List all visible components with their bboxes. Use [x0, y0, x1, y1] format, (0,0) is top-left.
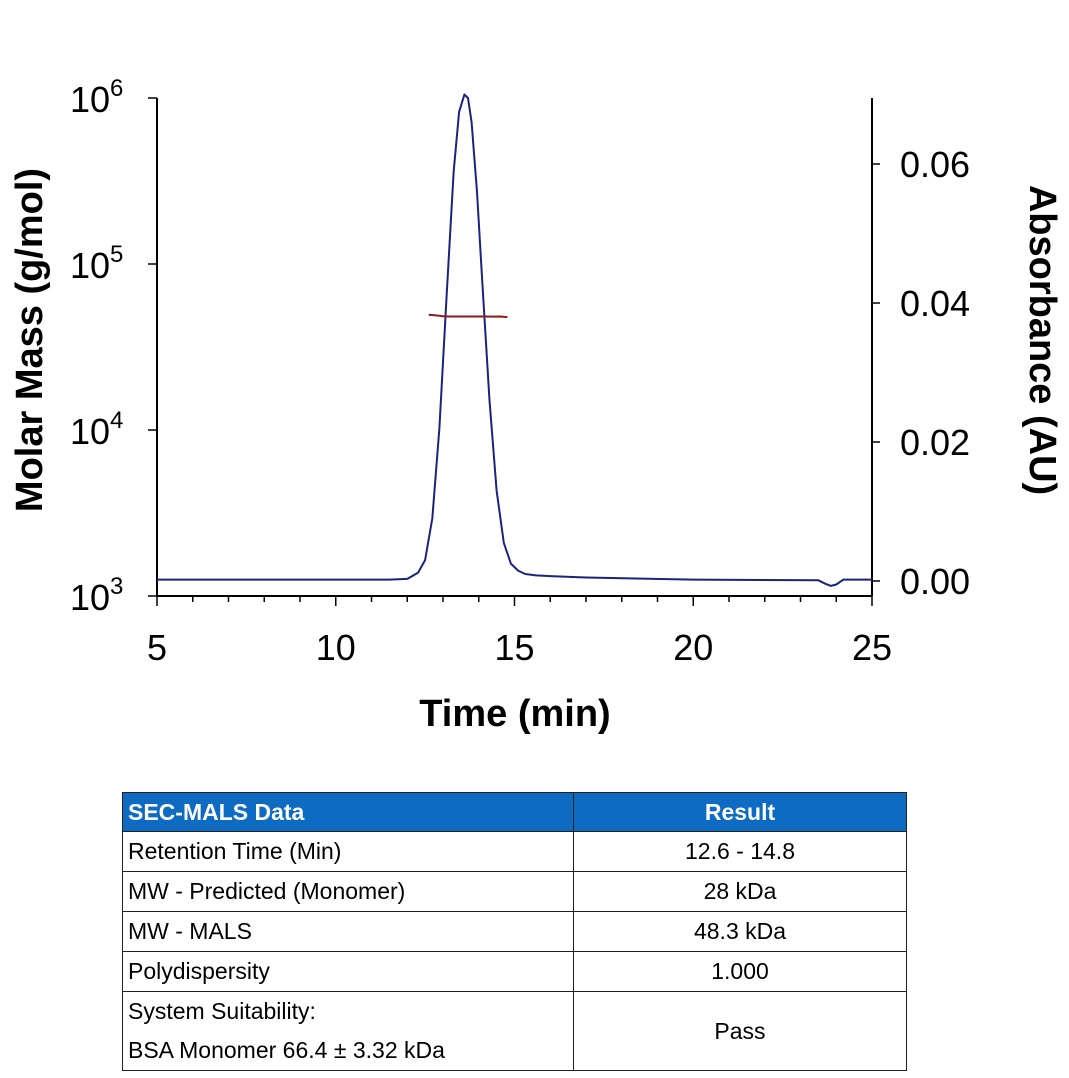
molar-mass-trace	[428, 313, 508, 319]
row-value: 28 kDa	[573, 871, 907, 912]
y-left-tick-label: 103	[70, 573, 123, 618]
header-result: Result	[573, 792, 907, 832]
y-left-tick-label: 106	[70, 75, 123, 120]
x-tick-label: 20	[673, 627, 713, 668]
y-right-tick-label: 0.02	[900, 422, 970, 463]
x-tick-label: 5	[147, 627, 167, 668]
series-layer	[157, 93, 872, 587]
x-tick-label: 15	[494, 627, 534, 668]
x-tick-labels: 5 10 15 20 25	[147, 627, 892, 668]
table-row: System Suitability: BSA Monomer 66.4 ± 3…	[122, 991, 907, 1071]
row-value: 1.000	[573, 951, 907, 992]
y-left-tick-label: 105	[70, 241, 123, 286]
y-axis-left-title: Molar Mass (g/mol)	[9, 168, 51, 512]
absorbance-trace	[157, 93, 872, 587]
row-label: System Suitability: BSA Monomer 66.4 ± 3…	[122, 991, 574, 1071]
x-axis-title: Time (min)	[419, 693, 610, 735]
row-label: MW - MALS	[122, 911, 574, 952]
row-value: 48.3 kDa	[573, 911, 907, 952]
row-label: MW - Predicted (Monomer)	[122, 871, 574, 912]
x-ticks	[156, 596, 873, 606]
y-right-tick-label: 0.04	[900, 283, 970, 324]
table-row: MW - Predicted (Monomer) 28 kDa	[122, 871, 907, 912]
table-header-row: SEC-MALS Data Result	[122, 792, 907, 832]
row-label: Retention Time (Min)	[122, 831, 574, 872]
header-sec-mals-data: SEC-MALS Data	[122, 792, 574, 832]
row-label: Polydispersity	[122, 951, 574, 992]
suitability-line-2: BSA Monomer 66.4 ± 3.32 kDa	[128, 1037, 445, 1063]
y-left-ticks	[148, 97, 157, 597]
row-value: 12.6 - 14.8	[573, 831, 907, 872]
x-tick-label: 25	[852, 627, 892, 668]
y-axis-right-title: Absorbance (AU)	[1021, 185, 1063, 495]
row-value: Pass	[573, 991, 907, 1071]
y-right-tick-label: 0.06	[900, 144, 970, 185]
y-left-tick-label: 104	[70, 407, 123, 452]
table-row: MW - MALS 48.3 kDa	[122, 911, 907, 952]
y-left-tick-labels: 103 104 105 106	[70, 75, 123, 618]
y-right-ticks	[872, 163, 880, 582]
x-tick-label: 10	[316, 627, 356, 668]
table-row: Retention Time (Min) 12.6 - 14.8	[122, 831, 907, 872]
y-right-tick-label: 0.00	[900, 561, 970, 602]
table-row: Polydispersity 1.000	[122, 951, 907, 992]
suitability-line-1: System Suitability:	[128, 998, 316, 1024]
y-right-tick-labels: 0.00 0.02 0.04 0.06	[900, 144, 970, 602]
axes	[156, 98, 873, 597]
sec-mals-results-table: SEC-MALS Data Result Retention Time (Min…	[122, 792, 907, 1071]
